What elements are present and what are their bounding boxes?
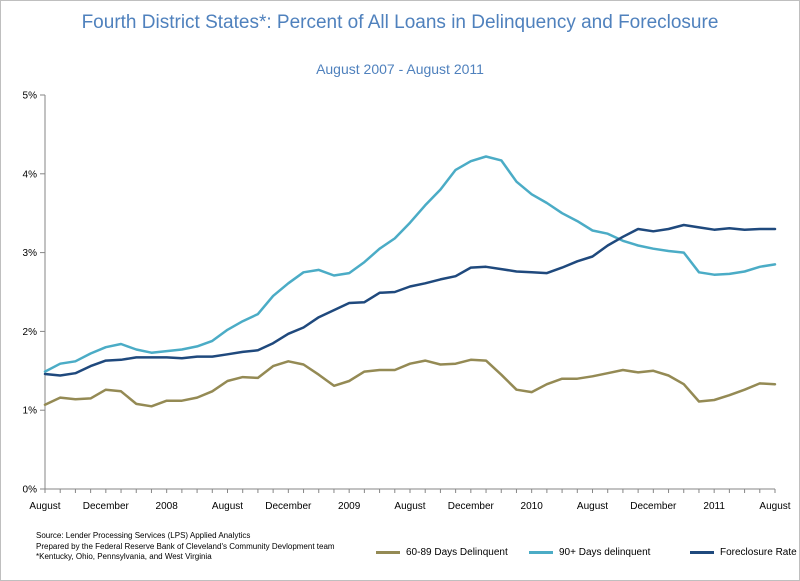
chart-title: Fourth District States*: Percent of All … bbox=[81, 12, 719, 33]
series-line-0 bbox=[43, 358, 777, 408]
x-tick-label: December bbox=[448, 501, 495, 512]
source-note: Source: Lender Processing Services (LPS)… bbox=[36, 531, 251, 540]
x-tick-label: 2010 bbox=[521, 501, 544, 512]
legend-item-90-plus: 90+ Days delinquent bbox=[529, 547, 650, 558]
series-line-1 bbox=[43, 155, 777, 373]
legend-label-foreclosure: Foreclosure Rate bbox=[720, 547, 797, 558]
x-tick-label: 2008 bbox=[156, 501, 179, 512]
legend-swatch-90-plus bbox=[529, 550, 553, 554]
y-tick-label: 0% bbox=[23, 485, 38, 496]
states-note: *Kentucky, Ohio, Pennsylvania, and West … bbox=[36, 552, 212, 561]
chart-subtitle: August 2007 - August 2011 bbox=[316, 61, 484, 77]
x-tick-label: August bbox=[394, 501, 425, 512]
x-tick-label: December bbox=[83, 501, 130, 512]
prepared-note: Prepared by the Federal Reserve Bank of … bbox=[36, 541, 335, 551]
legend-swatch-60-89 bbox=[376, 550, 400, 554]
series-line-2 bbox=[43, 223, 777, 377]
x-tick-label: 2011 bbox=[703, 501, 725, 512]
legend-label-90-plus: 90+ Days delinquent bbox=[559, 547, 651, 558]
y-tick-label: 3% bbox=[23, 248, 38, 259]
x-tick-label: 2009 bbox=[338, 501, 361, 512]
y-tick-label: 4% bbox=[23, 169, 38, 180]
legend-label-60-89: 60-89 Days Delinquent bbox=[406, 547, 508, 558]
x-tick-label: August bbox=[577, 501, 608, 512]
x-tick-label: December bbox=[630, 501, 677, 512]
footnotes: Source: Lender Processing Services (LPS)… bbox=[36, 531, 335, 563]
y-tick-label: 1% bbox=[23, 406, 38, 417]
legend-swatch-foreclosure bbox=[690, 550, 714, 554]
x-tick-label: December bbox=[265, 501, 312, 512]
x-tick-label: August bbox=[759, 501, 790, 512]
y-tick-label: 2% bbox=[23, 327, 38, 338]
x-tick-label: August bbox=[212, 501, 243, 512]
y-tick-label: 5% bbox=[23, 91, 38, 102]
x-tick-label: August bbox=[29, 501, 60, 512]
legend-item-60-89: 60-89 Days Delinquent bbox=[376, 547, 508, 558]
legend-item-foreclosure: Foreclosure Rate bbox=[690, 547, 797, 558]
